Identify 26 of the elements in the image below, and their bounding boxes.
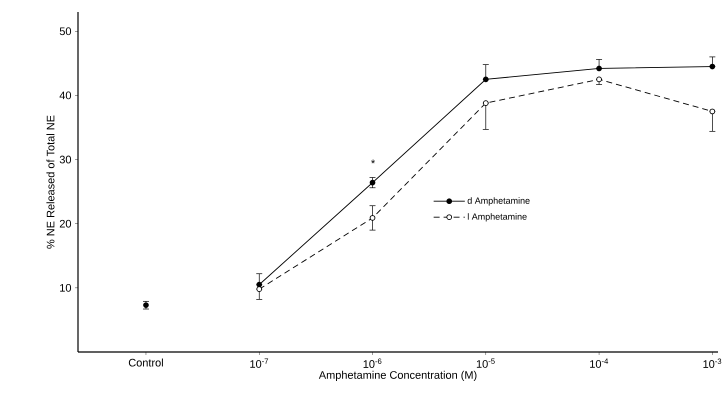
point (710, 108, 716, 114)
x-tick-label: 10$^{-6}$ (364, 358, 382, 368)
point (370, 180, 376, 186)
annotation: * (371, 160, 376, 164)
legend-label: l Amphetamine (468, 213, 527, 222)
y-tick-label: 30 (60, 156, 72, 164)
point (596, 76, 602, 82)
point (710, 64, 716, 70)
y-tick-label: 20 (60, 220, 72, 228)
x-tick-label: 10$^{-4}$ (590, 358, 608, 368)
point (256, 286, 262, 292)
x-tick-label: 10$^{-7}$ (250, 358, 268, 368)
y-tick-label: 10 (60, 284, 72, 292)
x-tick-label: Control (128, 358, 163, 367)
point (370, 215, 376, 221)
point (596, 66, 602, 72)
x-axis-title: Amphetamine Concentration (M) (318, 370, 476, 381)
point (482, 76, 489, 82)
x-tick-label: 10$^{-5}$ (476, 358, 495, 368)
y-tick-label: 40 (60, 92, 72, 100)
x-tick-label: 10$^{-3}$ (703, 358, 722, 368)
point (256, 282, 262, 288)
point (482, 100, 489, 106)
y-tick-label: 50 (60, 27, 72, 36)
legend-label: d Amphetamine (468, 197, 530, 206)
y-axis-title: % NE Released of Total NE (46, 116, 54, 249)
